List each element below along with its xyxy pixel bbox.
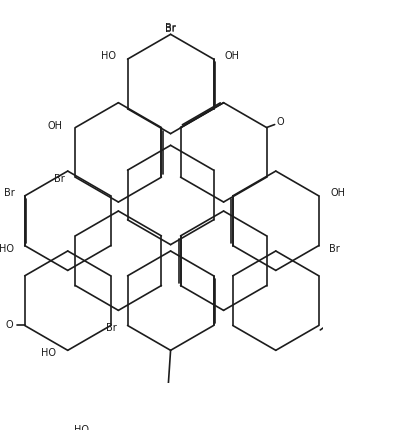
Text: OH: OH: [225, 51, 239, 61]
Text: HO: HO: [41, 348, 56, 358]
Text: Br: Br: [165, 23, 176, 33]
Text: Br: Br: [54, 174, 65, 184]
Text: HO: HO: [74, 425, 89, 430]
Text: O: O: [5, 320, 13, 331]
Text: Br: Br: [165, 24, 176, 34]
Text: OH: OH: [48, 121, 63, 131]
Text: HO: HO: [0, 243, 14, 254]
Text: Br: Br: [4, 188, 14, 198]
Text: HO: HO: [101, 51, 116, 61]
Polygon shape: [396, 305, 399, 347]
Polygon shape: [98, 429, 142, 430]
Text: O: O: [276, 117, 284, 126]
Text: OH: OH: [329, 188, 344, 198]
Text: Br: Br: [106, 323, 117, 334]
Text: Br: Br: [328, 243, 339, 254]
